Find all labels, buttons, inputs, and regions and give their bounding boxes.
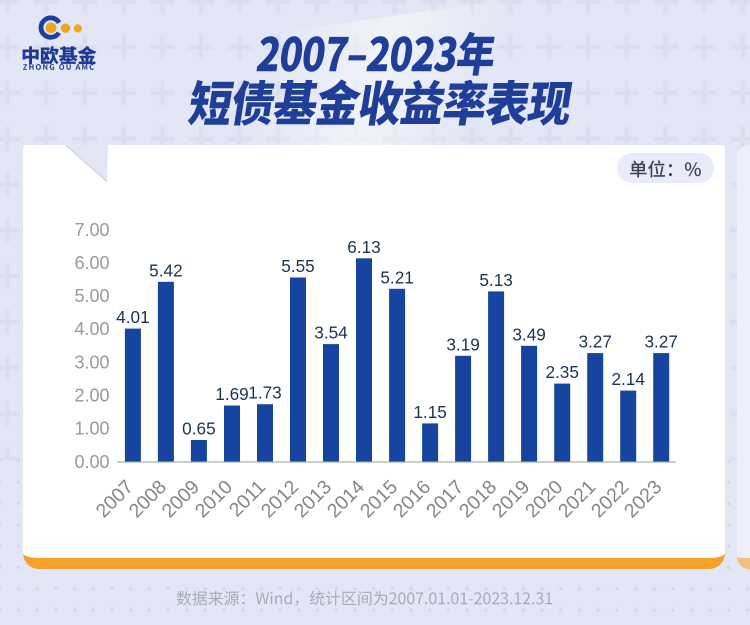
- svg-text:5.55: 5.55: [281, 256, 314, 276]
- svg-text:3.27: 3.27: [644, 332, 677, 352]
- svg-text:5.13: 5.13: [479, 270, 512, 290]
- svg-text:4.00: 4.00: [74, 319, 109, 339]
- svg-text:1.15: 1.15: [413, 402, 446, 422]
- svg-text:2.00: 2.00: [74, 386, 109, 406]
- svg-text:7.00: 7.00: [74, 220, 109, 240]
- svg-text:1.69: 1.69: [215, 384, 248, 404]
- svg-text:6.13: 6.13: [347, 237, 380, 257]
- svg-text:5.42: 5.42: [149, 260, 182, 280]
- svg-text:3.49: 3.49: [512, 324, 545, 344]
- svg-text:5.00: 5.00: [74, 286, 109, 306]
- svg-text:0.65: 0.65: [182, 419, 215, 439]
- svg-text:2023: 2023: [620, 476, 666, 522]
- svg-text:3.27: 3.27: [578, 332, 611, 352]
- svg-text:3.00: 3.00: [74, 352, 109, 372]
- svg-text:4.01: 4.01: [116, 307, 149, 327]
- svg-text:6.00: 6.00: [74, 253, 109, 273]
- svg-text:3.54: 3.54: [314, 323, 348, 343]
- svg-text:3.19: 3.19: [446, 334, 479, 354]
- svg-text:2.35: 2.35: [545, 362, 578, 382]
- svg-text:2.14: 2.14: [611, 369, 645, 389]
- svg-text:0.00: 0.00: [74, 452, 109, 472]
- svg-text:1.00: 1.00: [74, 419, 109, 439]
- svg-text:5.21: 5.21: [380, 267, 413, 287]
- svg-text:1.73: 1.73: [248, 383, 281, 403]
